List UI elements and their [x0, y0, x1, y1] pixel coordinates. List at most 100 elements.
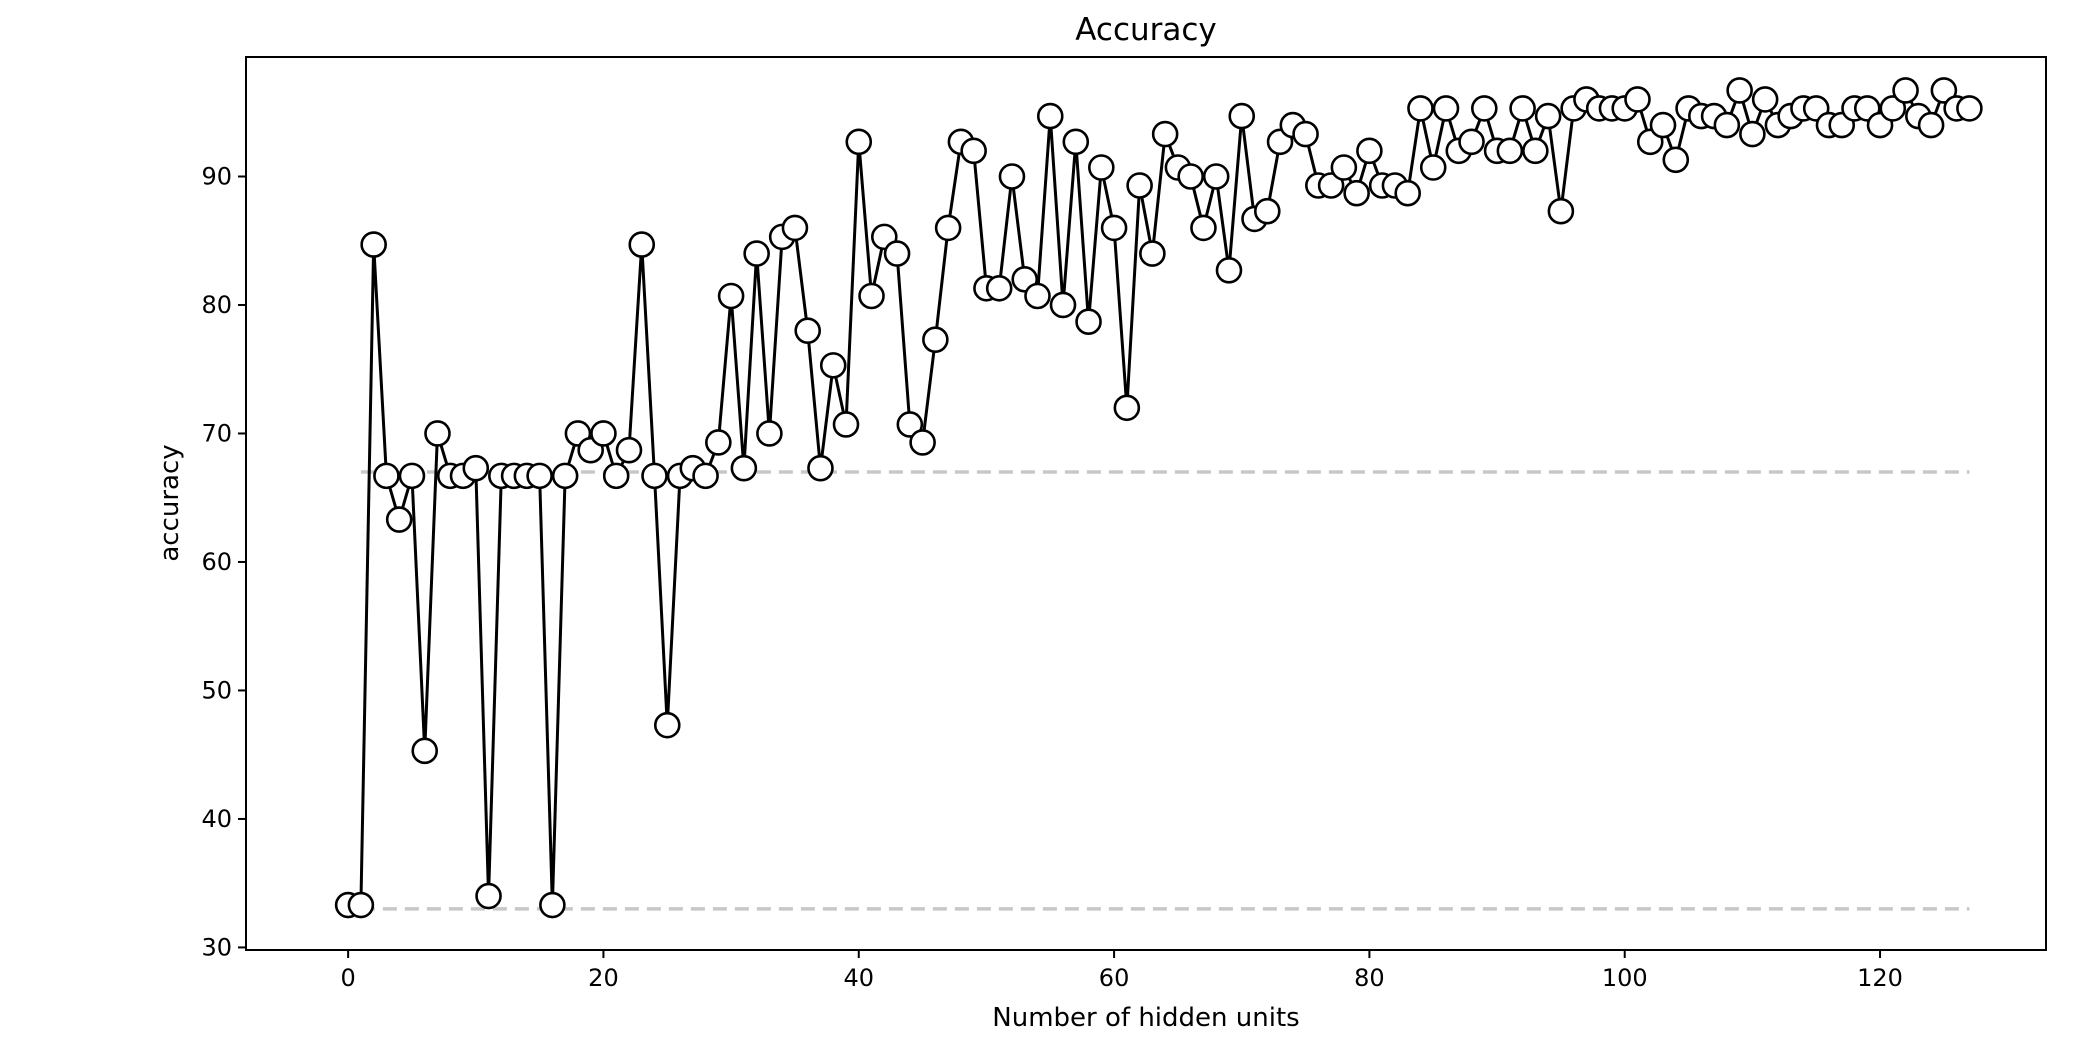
data-point: [1930, 77, 1958, 104]
data-point: [1100, 214, 1128, 242]
data-point: [1113, 394, 1141, 422]
data-point: [602, 462, 630, 490]
data-point: [1892, 77, 1919, 104]
data-point: [398, 462, 426, 490]
data-point: [1726, 77, 1753, 104]
data-point: [1317, 172, 1345, 199]
data-point: [1419, 154, 1447, 181]
data-point: [1151, 120, 1179, 148]
data-point: [1496, 137, 1524, 165]
data-point: [1292, 120, 1319, 148]
data-point: [615, 436, 643, 464]
data-point: [883, 240, 911, 267]
data-point: [641, 462, 668, 490]
data-point: [1202, 163, 1230, 190]
data-point: [1534, 102, 1562, 130]
data-point: [526, 462, 553, 490]
x-tick-label: 40: [843, 964, 874, 992]
data-point: [692, 462, 719, 490]
data-point: [539, 891, 566, 919]
x-tick-label: 20: [588, 964, 619, 992]
data-point: [922, 326, 949, 353]
data-point: [845, 128, 873, 156]
data-point: [1139, 240, 1166, 267]
data-point: [717, 282, 745, 310]
data-point: [1547, 197, 1575, 225]
data-point: [1879, 95, 1907, 122]
data-point: [360, 231, 387, 258]
data-point: [1956, 95, 1983, 122]
x-tick-label: 0: [340, 964, 355, 992]
y-axis-ticks: 30 40 50 60 70 80 90: [201, 162, 246, 961]
data-point: [1177, 163, 1204, 190]
x-tick-label: 80: [1354, 964, 1385, 992]
y-tick-label: 50: [201, 676, 232, 704]
data-point: [730, 454, 758, 482]
y-axis-label: accuracy: [155, 444, 185, 561]
data-point: [909, 429, 936, 456]
data-point: [1471, 95, 1498, 122]
data-series: [334, 77, 1983, 919]
data-point: [385, 506, 413, 533]
data-point: [1394, 179, 1421, 207]
y-tick-label: 90: [201, 162, 232, 190]
data-point: [1330, 154, 1358, 181]
data-point: [1075, 308, 1102, 335]
data-point: [1190, 214, 1217, 242]
data-point: [1049, 291, 1077, 319]
x-tick-label: 100: [1602, 964, 1648, 992]
data-point: [743, 240, 770, 267]
y-tick-label: 70: [201, 419, 232, 447]
reference-lines: [360, 470, 1970, 911]
data-point: [462, 454, 490, 482]
data-point: [1432, 95, 1460, 122]
data-point: [424, 420, 451, 447]
data-point: [1036, 102, 1064, 130]
data-point: [756, 420, 783, 447]
data-point: [1024, 282, 1051, 310]
data-point: [1522, 137, 1549, 165]
data-point: [1215, 256, 1243, 284]
x-axis-ticks: 0 20 40 60 80 100 120: [340, 950, 1903, 992]
data-point: [960, 137, 987, 165]
plot-frame: [245, 56, 2047, 951]
data-point: [1458, 128, 1485, 156]
y-tick-label: 30: [201, 933, 232, 961]
data-point: [858, 282, 885, 310]
data-point: [794, 317, 822, 344]
series-line: [348, 88, 1970, 907]
data-point: [590, 420, 617, 447]
y-tick-label: 60: [201, 548, 232, 576]
data-point: [832, 411, 860, 438]
data-point: [781, 214, 809, 242]
data-point: [411, 737, 439, 765]
data-point: [1509, 95, 1536, 122]
data-point: [1253, 197, 1281, 225]
data-point: [653, 711, 681, 739]
data-point: [896, 411, 924, 438]
data-point: [628, 231, 656, 258]
data-point: [1649, 111, 1677, 139]
data-point: [1356, 137, 1383, 165]
y-tick-label: 40: [201, 805, 232, 833]
data-point: [1624, 86, 1651, 113]
data-point: [1917, 111, 1945, 139]
data-point: [475, 882, 502, 910]
data-point: [1062, 128, 1090, 156]
data-point: [1407, 95, 1434, 122]
data-point: [373, 462, 400, 490]
data-point: [1713, 111, 1741, 139]
data-point: [705, 429, 732, 456]
y-tick-label: 80: [201, 291, 232, 319]
data-point: [551, 462, 579, 490]
data-point: [934, 214, 962, 242]
data-point: [1228, 102, 1256, 130]
data-point: [1739, 120, 1766, 148]
x-tick-label: 60: [1099, 964, 1130, 992]
x-axis-label: Number of hidden units: [992, 1003, 1299, 1033]
data-point: [1751, 86, 1779, 113]
data-point: [347, 891, 375, 919]
data-point: [1126, 172, 1153, 199]
chart-title: Accuracy: [1075, 12, 1217, 48]
